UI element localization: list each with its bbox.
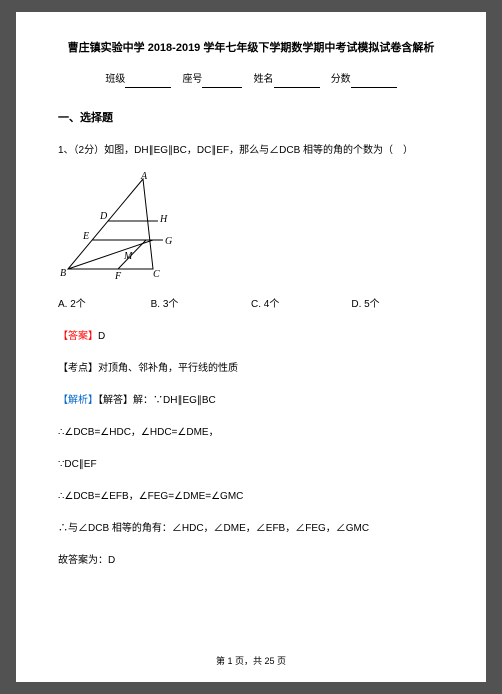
blank-name	[274, 76, 320, 88]
choice-b: B. 3个	[151, 297, 251, 313]
label-seat: 座号	[182, 74, 202, 85]
label-a: A	[140, 171, 148, 182]
section-header: 一、选择题	[58, 110, 444, 128]
choice-a: A. 2个	[58, 297, 151, 313]
label-d: D	[99, 211, 108, 222]
info-row: 班级 座号 姓名 分数	[58, 72, 444, 88]
jiexi-line3: ∴∠DCB=∠EFB，∠FEG=∠DME=∠GMC	[58, 489, 444, 505]
label-m: M	[123, 251, 133, 262]
jiexi-line4: ∴与∠DCB 相等的角有：∠HDC，∠DME，∠EFB，∠FEG，∠GMC	[58, 521, 444, 537]
choice-d: D. 5个	[351, 297, 444, 313]
page-footer: 第 1 页，共 25 页	[16, 654, 486, 668]
label-g: G	[165, 236, 172, 247]
question-stem: 1、（2分）如图，DH∥EG∥BC，DC∥EF，那么与∠DCB 相等的角的个数为…	[58, 143, 444, 159]
label-class: 班级	[105, 74, 125, 85]
answer-label: 【答案】	[58, 331, 98, 342]
geometry-figure: A B C D E F G H M	[58, 169, 444, 285]
page-title: 曹庄镇实验中学 2018-2019 学年七年级下学期数学期中考试模拟试卷含解析	[58, 40, 444, 58]
label-f: F	[114, 271, 122, 279]
answer-value: D	[98, 331, 105, 342]
label-b: B	[60, 268, 66, 279]
jiexi-head: 【解析】【解答】解：∵DH∥EG∥BC	[58, 393, 444, 409]
kaodian: 【考点】对顶角、邻补角，平行线的性质	[58, 361, 444, 377]
jiexi-label: 【解析】	[58, 395, 98, 406]
blank-score	[351, 76, 397, 88]
answer-line: 【答案】D	[58, 329, 444, 345]
label-e: E	[82, 231, 89, 242]
choice-c: C. 4个	[251, 297, 351, 313]
jiexi-line2: ∵DC∥EF	[58, 457, 444, 473]
jiexi-head-text: 【解答】解：∵DH∥EG∥BC	[98, 395, 216, 406]
label-name: 姓名	[254, 74, 274, 85]
blank-class	[125, 76, 171, 88]
label-score: 分数	[331, 74, 351, 85]
jiexi-line5: 故答案为：D	[58, 553, 444, 569]
choices-row: A. 2个 B. 3个 C. 4个 D. 5个	[58, 297, 444, 313]
blank-seat	[202, 76, 242, 88]
label-h: H	[159, 214, 168, 225]
jiexi-line1: ∴∠DCB=∠HDC，∠HDC=∠DME，	[58, 425, 444, 441]
label-c: C	[153, 269, 160, 279]
